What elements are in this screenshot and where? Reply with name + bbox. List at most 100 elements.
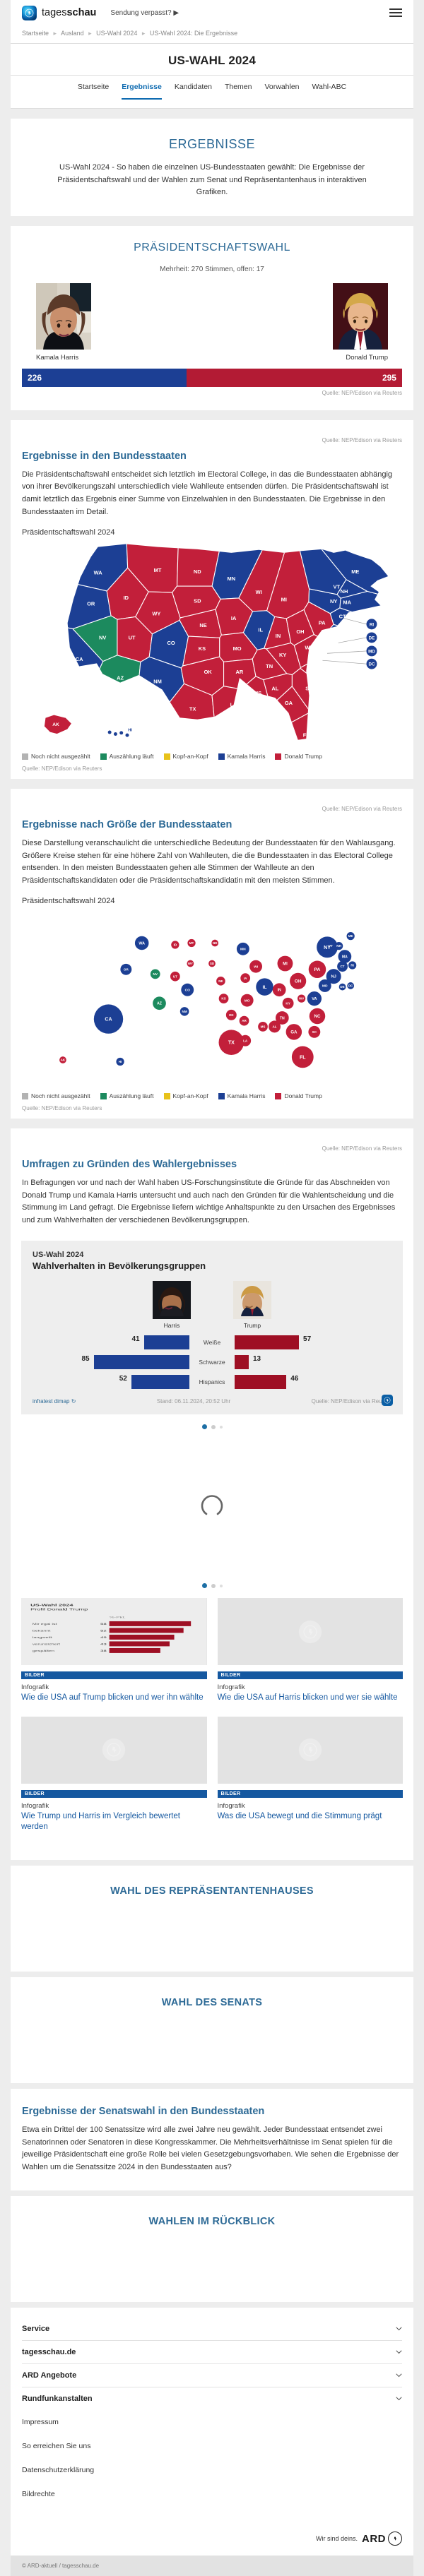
svg-text:SC: SC xyxy=(305,686,313,692)
svg-text:AZ: AZ xyxy=(117,675,124,681)
svg-text:IA: IA xyxy=(244,977,247,980)
svg-text:MD: MD xyxy=(322,984,328,989)
svg-text:CO: CO xyxy=(167,640,175,646)
svg-text:NC: NC xyxy=(314,1015,321,1020)
svg-text:WA: WA xyxy=(94,570,103,576)
svg-text:FL: FL xyxy=(300,1056,306,1061)
svg-text:WI: WI xyxy=(256,589,262,595)
svg-text:MO: MO xyxy=(245,999,250,1003)
svg-text:AZ: AZ xyxy=(157,1002,162,1006)
svg-text:KS: KS xyxy=(221,997,225,1001)
svg-text:ME: ME xyxy=(348,935,353,938)
svg-text:OK: OK xyxy=(204,669,213,675)
svg-text:Mir egal ist: Mir egal ist xyxy=(33,1623,57,1626)
svg-text:TN: TN xyxy=(266,663,273,669)
svg-text:AK: AK xyxy=(52,722,59,727)
svg-text:VA: VA xyxy=(312,998,317,1002)
svg-text:NV: NV xyxy=(99,635,106,641)
svg-text:verunsichert: verunsichert xyxy=(33,1643,61,1646)
svg-text:NY: NY xyxy=(330,598,337,604)
svg-text:US-Wahl 2024: US-Wahl 2024 xyxy=(30,1603,73,1607)
svg-text:NM: NM xyxy=(182,1010,187,1013)
svg-text:38: 38 xyxy=(100,1650,107,1652)
svg-text:KY: KY xyxy=(279,652,286,658)
svg-text:ND: ND xyxy=(213,942,218,946)
svg-text:NE: NE xyxy=(218,979,223,983)
svg-text:OR: OR xyxy=(87,601,95,607)
svg-text:CO: CO xyxy=(185,989,191,993)
svg-text:IN: IN xyxy=(276,633,281,639)
svg-text:IN: IN xyxy=(278,989,281,993)
svg-text:WI: WI xyxy=(254,965,259,970)
svg-text:DC: DC xyxy=(368,662,375,667)
svg-text:langweilt: langweilt xyxy=(33,1637,53,1640)
svg-text:TN: TN xyxy=(280,1017,285,1021)
svg-text:VA: VA xyxy=(319,652,326,658)
svg-text:MS: MS xyxy=(261,1025,266,1029)
svg-text:CA: CA xyxy=(76,656,83,662)
svg-text:AR: AR xyxy=(242,1020,247,1023)
svg-text:AR: AR xyxy=(236,669,244,675)
svg-text:DE: DE xyxy=(369,636,375,641)
svg-text:NV: NV xyxy=(153,972,158,976)
svg-text:WY: WY xyxy=(188,962,193,966)
svg-text:LA: LA xyxy=(243,1039,248,1043)
svg-text:RI: RI xyxy=(370,623,374,628)
svg-text:SD: SD xyxy=(194,597,201,604)
svg-text:43: 43 xyxy=(100,1643,107,1646)
svg-text:SD: SD xyxy=(210,962,215,966)
svg-text:OH: OH xyxy=(296,628,304,635)
svg-text:DC: DC xyxy=(348,984,353,988)
svg-text:KY: KY xyxy=(285,1002,290,1006)
svg-text:WA: WA xyxy=(139,942,145,946)
svg-text:NC: NC xyxy=(318,669,326,675)
svg-text:CT: CT xyxy=(341,965,345,969)
svg-text:gespälten: gespälten xyxy=(33,1650,54,1653)
svg-text:HI: HI xyxy=(128,728,132,732)
svg-text:MN: MN xyxy=(240,948,246,952)
svg-text:NJ: NJ xyxy=(334,633,341,639)
svg-text:GA: GA xyxy=(290,1030,298,1035)
svg-text:MN: MN xyxy=(228,576,236,582)
svg-text:AK: AK xyxy=(61,1059,66,1062)
svg-text:52: 52 xyxy=(100,1630,107,1633)
svg-text:ME: ME xyxy=(351,568,359,575)
svg-text:ID: ID xyxy=(124,595,129,601)
svg-text:IL: IL xyxy=(262,985,266,990)
svg-text:WY: WY xyxy=(152,611,160,617)
svg-text:NJ: NJ xyxy=(331,975,336,979)
svg-text:UT: UT xyxy=(129,635,136,641)
svg-text:ND: ND xyxy=(194,568,201,575)
svg-text:49: 49 xyxy=(100,1636,107,1639)
svg-text:OH: OH xyxy=(295,979,302,984)
svg-text:TX: TX xyxy=(189,706,196,712)
svg-text:MD: MD xyxy=(368,650,375,655)
svg-text:UT: UT xyxy=(173,975,177,979)
svg-text:NE: NE xyxy=(199,622,206,628)
svg-text:NM: NM xyxy=(153,679,162,685)
svg-text:MA: MA xyxy=(343,600,351,606)
svg-text:IL: IL xyxy=(258,627,263,633)
svg-text:AL: AL xyxy=(272,1025,276,1029)
svg-text:MI: MI xyxy=(283,962,288,967)
svg-text:LA: LA xyxy=(230,702,238,708)
svg-text:GA: GA xyxy=(285,700,293,706)
svg-text:RI: RI xyxy=(351,964,354,967)
svg-text:bekannt: bekannt xyxy=(33,1630,51,1633)
svg-text:OR: OR xyxy=(124,968,129,972)
svg-text:MT: MT xyxy=(154,567,162,573)
svg-text:WV: WV xyxy=(299,997,304,1001)
svg-text:Profil Donald Trump: Profil Donald Trump xyxy=(30,1608,88,1612)
svg-text:KS: KS xyxy=(199,645,206,652)
svg-text:MT: MT xyxy=(189,942,194,946)
svg-text:MS: MS xyxy=(254,690,261,696)
svg-text:MO: MO xyxy=(233,645,242,652)
svg-text:MA: MA xyxy=(342,955,348,960)
svg-text:CA: CA xyxy=(105,1018,112,1022)
svg-text:MI: MI xyxy=(281,597,287,603)
svg-text:58: 58 xyxy=(100,1623,107,1626)
svg-text:NH: NH xyxy=(336,945,341,948)
svg-text:AL: AL xyxy=(271,686,278,692)
svg-text:TX: TX xyxy=(228,1041,235,1046)
svg-text:WV: WV xyxy=(305,645,313,651)
